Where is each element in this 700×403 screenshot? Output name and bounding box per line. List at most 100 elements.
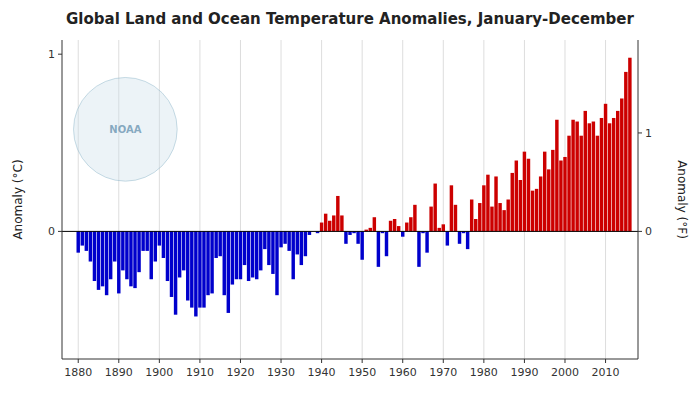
bar [458,231,461,243]
bar [624,72,627,232]
bar [121,231,124,270]
grid-line [240,40,241,359]
bar [511,173,514,231]
y-tick-label: 0 [48,225,55,238]
bar [551,150,554,232]
bar [97,231,100,289]
y2-tick [638,231,642,232]
title: Global Land and Ocean Temperature Anomal… [66,10,634,28]
bar [133,231,136,288]
bar [628,58,631,232]
x-tick-label: 1920 [226,366,254,379]
bar [287,231,290,250]
x-tick-label: 1910 [186,366,214,379]
bar [218,231,221,256]
x-tick-label: 1980 [470,366,498,379]
bar [450,185,453,231]
x-tick-label: 1940 [308,366,336,379]
bar [214,231,217,258]
bar [502,210,505,231]
bar [579,136,582,232]
x-tick [402,359,403,363]
bar [194,231,197,316]
bar [182,231,185,270]
bar [247,231,250,281]
x-tick-label: 2000 [551,366,579,379]
annotation: NOAA [109,124,141,135]
bar [620,98,623,231]
bar [190,231,193,307]
x-tick [321,359,322,363]
bar [243,231,246,265]
bar [283,231,286,243]
y-tick [58,54,62,55]
bar [267,231,270,265]
bar [417,231,420,266]
x-tick-label: 1970 [429,366,457,379]
bar [125,231,128,279]
bar [527,159,530,232]
bar [158,231,161,245]
bar [425,231,428,252]
bar [531,191,534,232]
bar [239,231,242,279]
bar [340,215,343,231]
bar [154,231,157,261]
bar [478,203,481,231]
grid-line [321,40,322,359]
y2-tick-label: 0 [645,225,652,238]
bar [413,205,416,232]
bar [223,231,226,295]
bar [474,219,477,231]
bar [113,231,116,261]
bar [291,231,294,279]
bar [470,200,473,232]
bar [279,231,282,247]
bar [235,231,238,279]
bar [231,231,234,284]
bar [555,120,558,232]
bar [584,111,587,232]
x-tick [524,359,525,363]
x-tick-label: 2010 [592,366,620,379]
bar [81,231,84,245]
bar [506,200,509,232]
y-tick [58,231,62,232]
bar [129,231,132,286]
bar [141,231,144,250]
grid-line [402,40,403,359]
zero-line [62,231,638,232]
bar [389,221,392,232]
bar [145,231,148,250]
bar [85,231,88,250]
bar [304,231,307,256]
grid-line [159,40,160,359]
bar [543,152,546,232]
bar [328,221,331,232]
bar [296,231,299,254]
grid-line [199,40,200,359]
bar [592,122,595,232]
x-tick-label: 1900 [145,366,173,379]
bar [466,231,469,249]
bar [393,219,396,231]
bar [373,217,376,231]
y2-axis-line [638,40,639,359]
bar [117,231,120,293]
x-tick-label: 1930 [267,366,295,379]
bar [271,231,274,274]
x-tick-label: 1950 [348,366,376,379]
x-axis-line [62,359,638,360]
bars [77,58,632,317]
watermark-circle [74,77,178,181]
bar [259,231,262,270]
bar [567,136,570,232]
x-tick [281,359,282,363]
x-tick [78,359,79,363]
y2-tick-label: 1 [645,127,652,140]
bar [150,231,153,279]
bar [300,231,303,265]
bar [360,231,363,259]
bar [438,228,441,232]
bar [385,231,388,256]
